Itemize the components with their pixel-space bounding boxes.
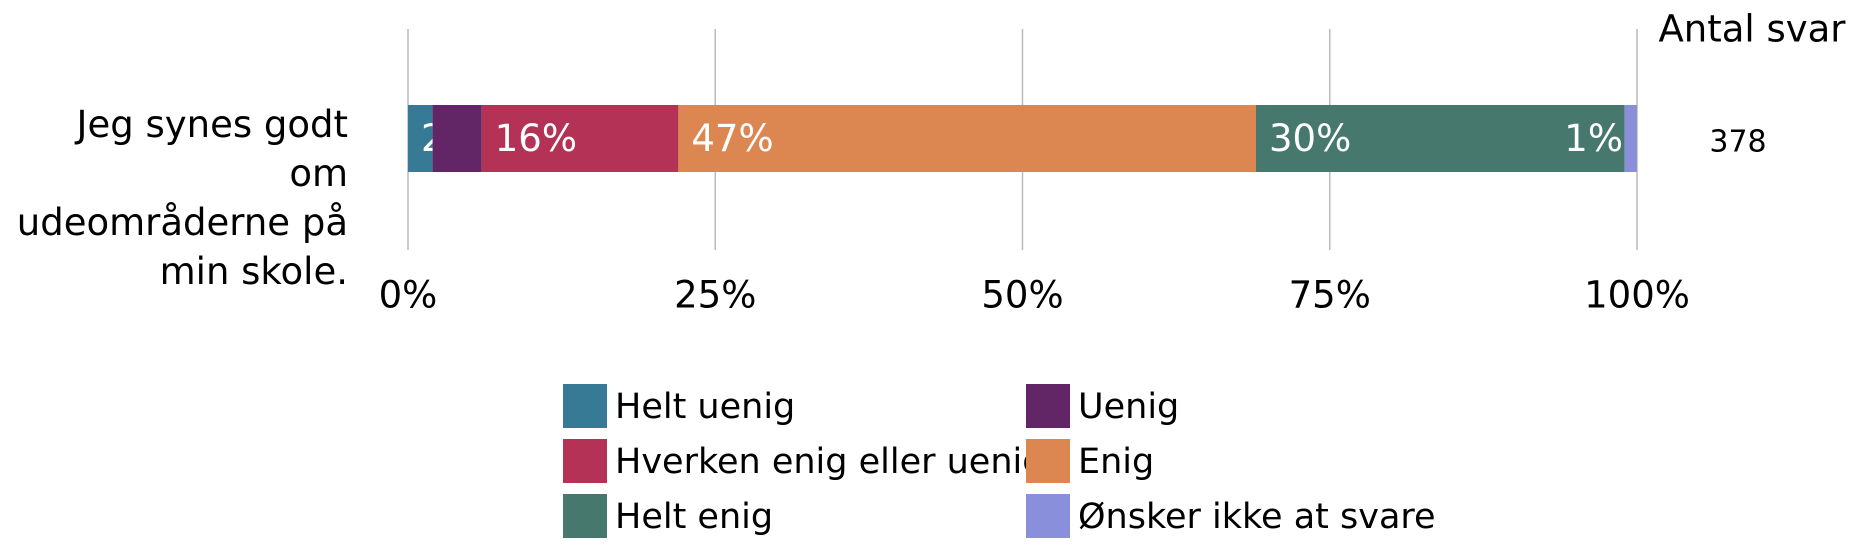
bar-segment xyxy=(1256,105,1625,172)
bar-segment xyxy=(432,105,482,172)
legend-swatch xyxy=(1026,494,1070,538)
legend-swatch xyxy=(563,439,607,483)
legend-label: Ønsker ikke at svare xyxy=(1078,497,1436,537)
legend-label: Enig xyxy=(1078,442,1154,482)
count: 378 xyxy=(1709,125,1766,160)
x-tick-label: 0% xyxy=(379,274,438,317)
category-label: Jeg synes godt om udeområderne på min sk… xyxy=(16,103,348,293)
x-tick-label: 75% xyxy=(1289,274,1371,317)
bar-segment xyxy=(408,105,433,172)
legend-label: Uenig xyxy=(1078,387,1179,427)
data-label: 30% xyxy=(1269,117,1351,160)
legend-swatch xyxy=(563,494,607,538)
data-label: 47% xyxy=(691,117,773,160)
bar-segment xyxy=(678,105,1257,172)
data-label: 16% xyxy=(495,117,577,160)
x-tick-label: 50% xyxy=(981,274,1063,317)
bar-segment xyxy=(481,105,679,172)
legend-label: Helt uenig xyxy=(615,387,795,427)
x-tick-label: 100% xyxy=(1584,274,1690,317)
count-header: Antal svar xyxy=(1658,8,1846,51)
legend-swatch xyxy=(1026,439,1070,483)
data-label: 1% xyxy=(1564,117,1623,160)
legend-label: Hverken enig eller uenig xyxy=(615,442,1044,482)
x-tick-label: 25% xyxy=(674,274,756,317)
legend-swatch xyxy=(1026,384,1070,428)
legend-label: Helt enig xyxy=(615,497,773,537)
legend-swatch xyxy=(563,384,607,428)
bar-segment xyxy=(1624,105,1637,172)
